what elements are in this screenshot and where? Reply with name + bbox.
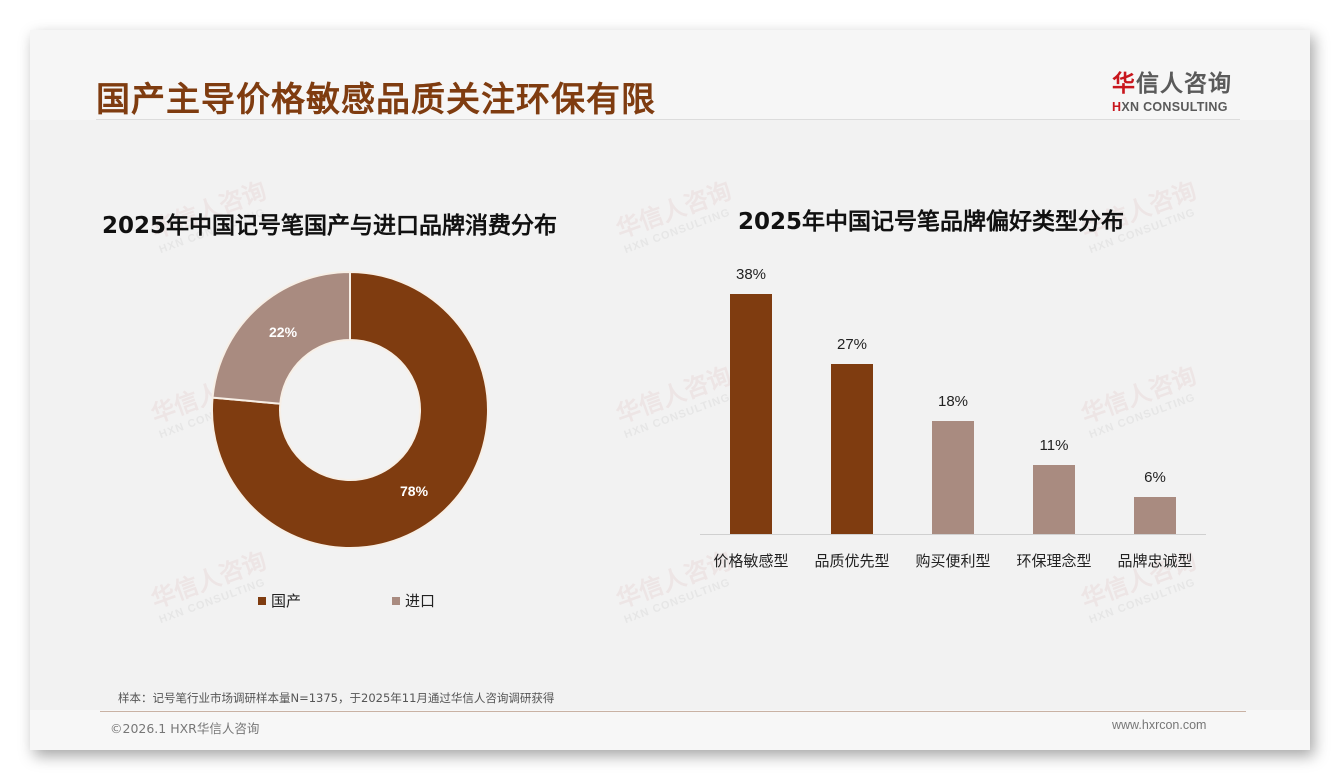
donut-slice-domestic: [211, 270, 489, 549]
header-band: [30, 30, 1310, 120]
x-axis-label: 品牌忠诚型: [1117, 552, 1193, 570]
donut-label-imported: 22%: [269, 324, 298, 340]
logo-cn: 华信人咨询: [1112, 71, 1232, 97]
x-axis-label: 购买便利型: [915, 552, 991, 570]
company-logo: 华信人咨询 HXN CONSULTING: [1112, 64, 1242, 114]
logo-en: HXN CONSULTING: [1112, 100, 1228, 114]
slide: 华信人咨询 HXN CONSULTING 华信人咨询 HXN CONSULTING …: [30, 30, 1310, 750]
bar-rect: [1033, 465, 1075, 534]
website-link[interactable]: www.hxrcon.com: [1112, 718, 1207, 732]
donut-label-domestic: 78%: [400, 483, 429, 499]
donut-legend: 国产 进口: [258, 590, 526, 611]
x-axis-line: [700, 534, 1206, 535]
x-axis-label: 品质优先型: [814, 552, 890, 570]
legend-item-domestic: 国产: [258, 590, 392, 611]
bar-rect: [730, 294, 772, 534]
bar-convenience: 18%: [932, 393, 974, 534]
donut-slice-imported: [211, 270, 351, 405]
bar-value-label: 6%: [1144, 469, 1166, 486]
legend-label: 国产: [271, 593, 302, 610]
sample-note: 样本：记号笔行业市场调研样本量N=1375，于2025年11月通过华信人咨询调研…: [118, 691, 555, 705]
page-title: 国产主导价格敏感品质关注环保有限: [96, 80, 656, 120]
bar-price-sensitive: 38%: [730, 266, 772, 534]
bar-chart: 38% 27% 18% 11% 6% 价格敏感型 品质优先型 购买便利型 环保理…: [700, 260, 1206, 580]
bar-value-label: 27%: [836, 336, 868, 353]
footer-band: [30, 710, 1310, 750]
bar-value-label: 38%: [735, 266, 767, 283]
bar-value-label: 11%: [1039, 437, 1069, 454]
bar-rect: [932, 421, 974, 534]
x-axis-label: 环保理念型: [1016, 552, 1092, 570]
donut-chart: 22% 78%: [210, 270, 490, 550]
bar-eco: 11%: [1033, 437, 1075, 534]
bar-rect: [831, 364, 873, 534]
legend-swatch-icon: [258, 596, 266, 605]
legend-item-imported: 进口: [392, 590, 526, 611]
bar-brand-loyal: 6%: [1134, 469, 1176, 534]
bar-rect: [1134, 497, 1176, 534]
legend-swatch-icon: [392, 596, 400, 605]
title-divider: [96, 119, 1240, 120]
legend-label: 进口: [405, 593, 436, 610]
bar-chart-title: 2025年中国记号笔品牌偏好类型分布: [738, 209, 1125, 235]
footer-divider: [100, 711, 1246, 712]
donut-svg: [211, 270, 489, 549]
donut-chart-title: 2025年中国记号笔国产与进口品牌消费分布: [102, 213, 558, 239]
bar-value-label: 18%: [937, 393, 969, 410]
x-axis-label: 价格敏感型: [713, 552, 789, 570]
copyright: ©2026.1 HXR华信人咨询: [110, 721, 260, 736]
bar-quality-first: 27%: [831, 336, 873, 534]
